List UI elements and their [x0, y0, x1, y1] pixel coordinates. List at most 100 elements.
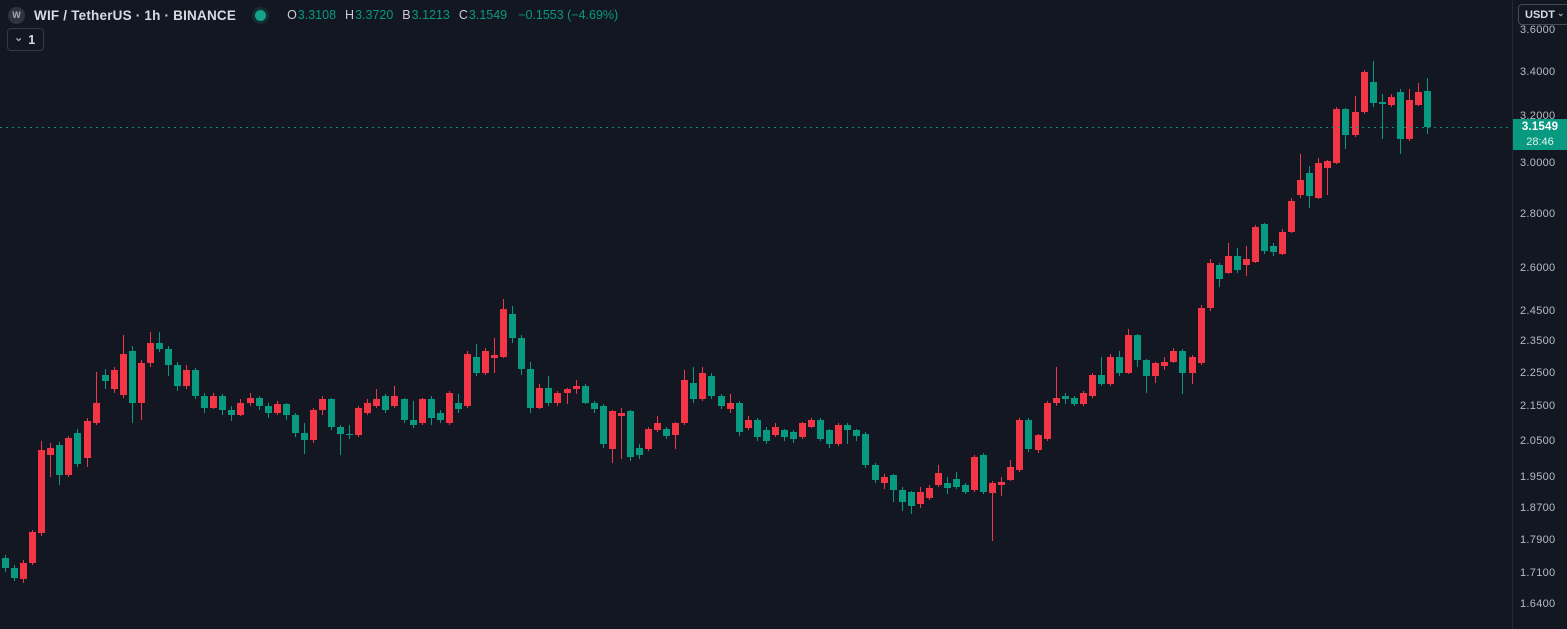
- candle-down: [545, 387, 552, 403]
- candle-up: [247, 397, 254, 403]
- candle-up: [84, 420, 91, 459]
- candle-down: [301, 433, 308, 441]
- candle-up: [1315, 163, 1322, 198]
- candle-down: [1179, 350, 1186, 373]
- candle-up: [745, 419, 752, 429]
- candle-down: [174, 364, 181, 386]
- interval-button[interactable]: ⌄ 1: [7, 28, 45, 51]
- candle-down: [382, 396, 389, 410]
- candle-up: [419, 399, 426, 424]
- candle-up: [881, 477, 888, 484]
- candle-up: [699, 372, 706, 400]
- last-price-badge: 3.1549 28:46: [1513, 118, 1567, 150]
- candle-down: [1143, 360, 1150, 377]
- candle-up: [237, 402, 244, 415]
- candle-up: [835, 425, 842, 445]
- candle-up: [1388, 97, 1395, 105]
- candle-up: [391, 396, 398, 407]
- chevron-down-icon: ⌄: [1556, 8, 1565, 18]
- candle-down: [600, 406, 607, 445]
- price-axis[interactable]: USDT ⌄ 3.6000 3.4000 3.2000 3.0000 2.8000 2.6…: [1512, 0, 1567, 629]
- ohlc-low: B 3.1213: [402, 8, 450, 22]
- candle-up: [446, 392, 453, 424]
- candle-down: [328, 399, 335, 427]
- candle-down: [1342, 109, 1349, 135]
- candle-up: [1415, 91, 1422, 105]
- candle-wick: [1382, 93, 1383, 140]
- candle-up: [183, 369, 190, 386]
- candle-down: [219, 396, 226, 410]
- candle-down: [201, 396, 208, 408]
- candle-down: [455, 402, 462, 410]
- chart-pane[interactable]: [0, 0, 1513, 629]
- candle-down: [102, 374, 109, 382]
- candle-down: [790, 432, 797, 440]
- market-status-dot-icon[interactable]: [255, 9, 267, 21]
- candle-wick: [1300, 153, 1301, 199]
- candle-up: [917, 492, 924, 504]
- candle-down: [428, 399, 435, 418]
- candle-down: [826, 430, 833, 445]
- candle-down: [56, 445, 63, 476]
- candle-down: [11, 567, 18, 579]
- candle-down: [156, 342, 163, 349]
- candle-up: [147, 342, 154, 364]
- candle-down: [129, 350, 136, 403]
- candle-up: [93, 402, 100, 424]
- candle-down: [763, 430, 770, 441]
- price-axis-label: 1.7100: [1520, 567, 1556, 579]
- candle-down: [410, 419, 417, 425]
- candle-up: [310, 409, 317, 441]
- candle-down: [1306, 173, 1313, 196]
- bar-countdown: 28:46: [1526, 135, 1554, 148]
- candle-down: [256, 397, 263, 407]
- candle-down: [509, 313, 516, 339]
- symbol-title[interactable]: WIF / TetherUS · 1h · BINANCE: [34, 7, 237, 23]
- candle-up: [998, 482, 1005, 485]
- candle-up: [20, 563, 27, 579]
- candle-down: [228, 409, 235, 415]
- candle-up: [1035, 435, 1042, 451]
- candle-wick: [50, 442, 51, 478]
- candle-up: [1207, 263, 1214, 308]
- currency-label: USDT: [1525, 8, 1555, 21]
- currency-toggle-button[interactable]: USDT ⌄: [1518, 4, 1567, 25]
- candle-up: [482, 350, 489, 373]
- price-axis-label: 2.3500: [1520, 335, 1556, 348]
- ohlc-close: C 3.1549: [458, 8, 508, 22]
- candle-down: [853, 430, 860, 437]
- chevron-down-icon: ⌄: [14, 32, 24, 44]
- candle-down: [473, 356, 480, 373]
- candle-down: [591, 402, 598, 410]
- candle-up: [1361, 72, 1368, 112]
- candle-up: [1225, 256, 1232, 274]
- candle-up: [573, 386, 580, 390]
- candle-down: [953, 479, 960, 487]
- price-axis-label: 1.8700: [1520, 501, 1556, 514]
- candle-down: [527, 369, 534, 408]
- candle-up: [111, 369, 118, 390]
- candle-up: [1016, 419, 1023, 470]
- price-axis-label: 2.1500: [1520, 400, 1556, 413]
- candle-wick: [349, 425, 350, 440]
- ohlc-values: O 3.3108 H 3.3720 B 3.1213 C 3.1549 −0.1553 …: [287, 8, 618, 22]
- candle-down: [1134, 335, 1141, 361]
- price-axis-label: 2.2500: [1520, 366, 1556, 379]
- candle-up: [672, 423, 679, 436]
- ohlc-open: O 3.3108: [287, 8, 337, 22]
- candle-down: [890, 475, 897, 490]
- candle-down: [74, 432, 81, 464]
- candle-up: [1044, 402, 1051, 439]
- candle-wick: [567, 387, 568, 405]
- price-axis-label: 2.6000: [1520, 261, 1556, 274]
- price-change: −0.1553 (−4.69%): [518, 8, 619, 22]
- price-axis-label: 1.9500: [1520, 471, 1556, 484]
- candle-up: [935, 472, 942, 485]
- candle-down: [2, 557, 9, 568]
- candle-up: [1252, 226, 1259, 262]
- candle-up: [364, 402, 371, 413]
- candle-wick: [413, 401, 414, 429]
- candle-up: [989, 482, 996, 493]
- candle-wick: [1327, 159, 1328, 196]
- candle-up: [210, 396, 217, 408]
